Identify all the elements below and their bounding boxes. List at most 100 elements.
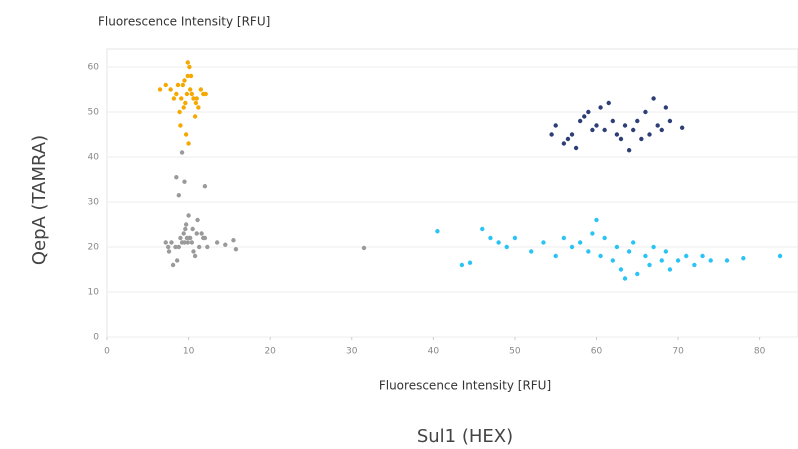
data-point bbox=[163, 82, 168, 88]
data-point bbox=[659, 127, 664, 133]
x-tick-label: 10 bbox=[183, 347, 195, 357]
data-point bbox=[198, 87, 204, 92]
data-point bbox=[512, 235, 518, 241]
data-point bbox=[614, 132, 620, 137]
data-point bbox=[610, 118, 616, 124]
data-point bbox=[602, 235, 607, 241]
x-tick-label: 60 bbox=[591, 347, 603, 357]
data-point bbox=[635, 271, 640, 277]
data-point bbox=[663, 249, 669, 254]
data-point bbox=[171, 96, 177, 101]
data-point bbox=[529, 249, 534, 254]
data-point bbox=[569, 244, 575, 250]
x-tick-label: 40 bbox=[428, 347, 440, 357]
data-point bbox=[643, 109, 648, 115]
data-point bbox=[179, 150, 185, 155]
data-point bbox=[189, 240, 195, 245]
data-point bbox=[195, 217, 200, 223]
data-point bbox=[173, 244, 178, 250]
data-point bbox=[606, 100, 611, 106]
x-tick-label: 50 bbox=[509, 347, 521, 357]
data-point bbox=[193, 100, 199, 106]
data-point bbox=[185, 73, 190, 79]
data-point bbox=[700, 253, 705, 259]
data-point bbox=[175, 82, 181, 88]
data-point bbox=[565, 136, 571, 142]
data-point bbox=[174, 175, 179, 180]
data-point bbox=[480, 226, 485, 232]
data-point bbox=[708, 258, 713, 263]
data-point bbox=[179, 240, 185, 245]
data-point bbox=[667, 118, 673, 124]
data-point bbox=[651, 96, 656, 101]
data-point bbox=[594, 217, 599, 223]
data-point bbox=[504, 244, 509, 250]
data-point bbox=[659, 258, 664, 263]
x-tick-label: 30 bbox=[346, 347, 358, 357]
data-point bbox=[643, 253, 648, 259]
data-point bbox=[741, 256, 746, 261]
data-point bbox=[626, 249, 632, 254]
data-point bbox=[647, 262, 652, 268]
data-point bbox=[777, 253, 783, 259]
data-point bbox=[189, 91, 195, 97]
data-point bbox=[647, 132, 652, 137]
data-point bbox=[184, 235, 190, 241]
data-point bbox=[667, 267, 673, 272]
data-point bbox=[196, 244, 202, 250]
data-point bbox=[553, 253, 558, 259]
data-point bbox=[679, 125, 685, 130]
data-point bbox=[233, 247, 239, 252]
data-point bbox=[169, 240, 174, 245]
data-point bbox=[622, 276, 628, 281]
data-point bbox=[177, 109, 182, 115]
y-tick-label: 10 bbox=[88, 288, 100, 298]
data-point bbox=[188, 73, 194, 79]
data-point bbox=[176, 244, 181, 250]
data-point bbox=[675, 258, 681, 263]
data-point bbox=[163, 240, 168, 245]
data-point bbox=[590, 231, 595, 236]
data-point bbox=[174, 258, 180, 263]
data-point bbox=[223, 242, 228, 247]
data-point bbox=[618, 136, 624, 142]
data-point bbox=[631, 240, 636, 245]
data-point bbox=[190, 226, 195, 232]
y-tick-label: 40 bbox=[88, 153, 100, 163]
data-point bbox=[586, 249, 591, 254]
x-unit-label: Fluorescence Intensity [RFU] bbox=[379, 379, 551, 393]
data-point bbox=[165, 244, 171, 250]
x-tick-label: 20 bbox=[264, 347, 276, 357]
data-point bbox=[183, 226, 188, 232]
data-point bbox=[496, 240, 501, 245]
data-point bbox=[541, 240, 546, 245]
y-tick-label: 30 bbox=[88, 198, 100, 208]
data-point bbox=[724, 258, 730, 263]
data-point bbox=[598, 253, 603, 259]
x-tick-label: 70 bbox=[672, 347, 684, 357]
data-point bbox=[183, 222, 189, 227]
data-point bbox=[181, 105, 186, 110]
y-unit-label: Fluorescence Intensity [RFU] bbox=[98, 15, 270, 29]
data-point bbox=[191, 96, 196, 101]
y-tick-label: 0 bbox=[93, 333, 99, 343]
data-point bbox=[168, 87, 173, 92]
data-point bbox=[622, 123, 628, 128]
y-axis-title: QepA (TAMRA) bbox=[29, 135, 50, 265]
data-point bbox=[174, 91, 179, 97]
data-point bbox=[166, 249, 172, 254]
data-point bbox=[561, 141, 567, 146]
data-point bbox=[577, 240, 583, 245]
data-point bbox=[467, 260, 473, 265]
data-point bbox=[182, 179, 187, 184]
data-point bbox=[549, 132, 554, 137]
data-point bbox=[635, 118, 640, 124]
data-point bbox=[186, 213, 191, 218]
data-point bbox=[553, 123, 558, 128]
data-point bbox=[602, 127, 607, 133]
data-point bbox=[231, 238, 236, 243]
data-point bbox=[618, 267, 624, 272]
data-point bbox=[435, 229, 440, 234]
